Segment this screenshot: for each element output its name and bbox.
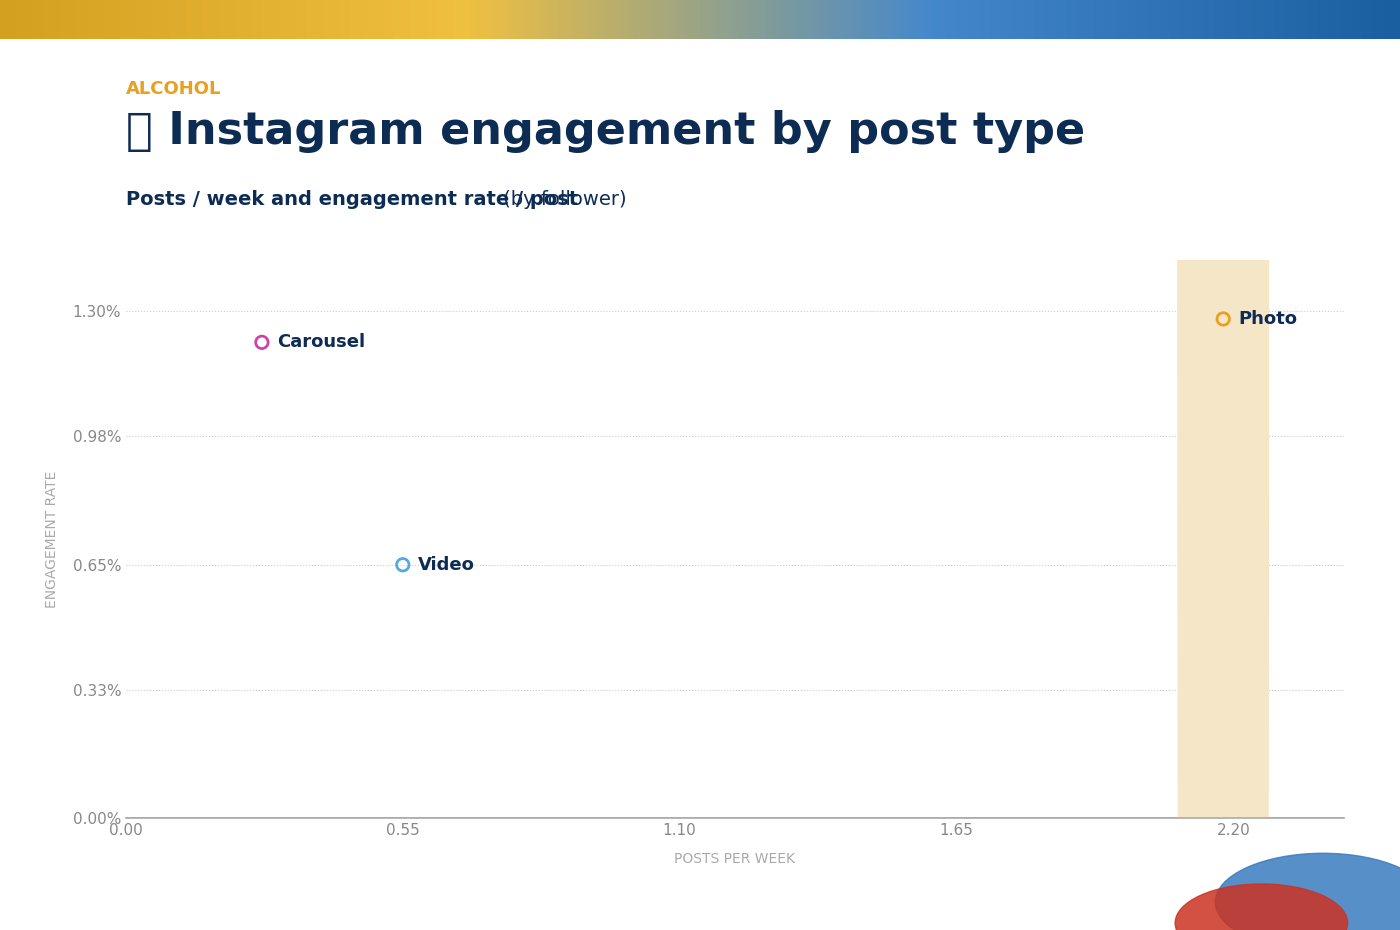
Text: IQ: IQ: [1236, 891, 1256, 909]
Text: Carousel: Carousel: [277, 333, 365, 352]
Circle shape: [1175, 884, 1348, 930]
Y-axis label: ENGAGEMENT RATE: ENGAGEMENT RATE: [45, 471, 59, 608]
Text: Photo: Photo: [1239, 310, 1298, 328]
Point: [1212, 312, 1235, 326]
Circle shape: [1177, 0, 1268, 930]
Text: ALCOHOL: ALCOHOL: [126, 80, 221, 98]
Circle shape: [1215, 854, 1400, 930]
Text: Posts / week and engagement rate / post: Posts / week and engagement rate / post: [126, 191, 578, 209]
X-axis label: POSTS PER WEEK: POSTS PER WEEK: [675, 852, 795, 866]
Text: Video: Video: [419, 556, 475, 574]
Point: [251, 335, 273, 350]
Point: [392, 557, 414, 572]
Text: ⓘ Instagram engagement by post type: ⓘ Instagram engagement by post type: [126, 111, 1085, 153]
Text: Rival: Rival: [1224, 866, 1268, 884]
Text: (by follower): (by follower): [497, 191, 627, 209]
